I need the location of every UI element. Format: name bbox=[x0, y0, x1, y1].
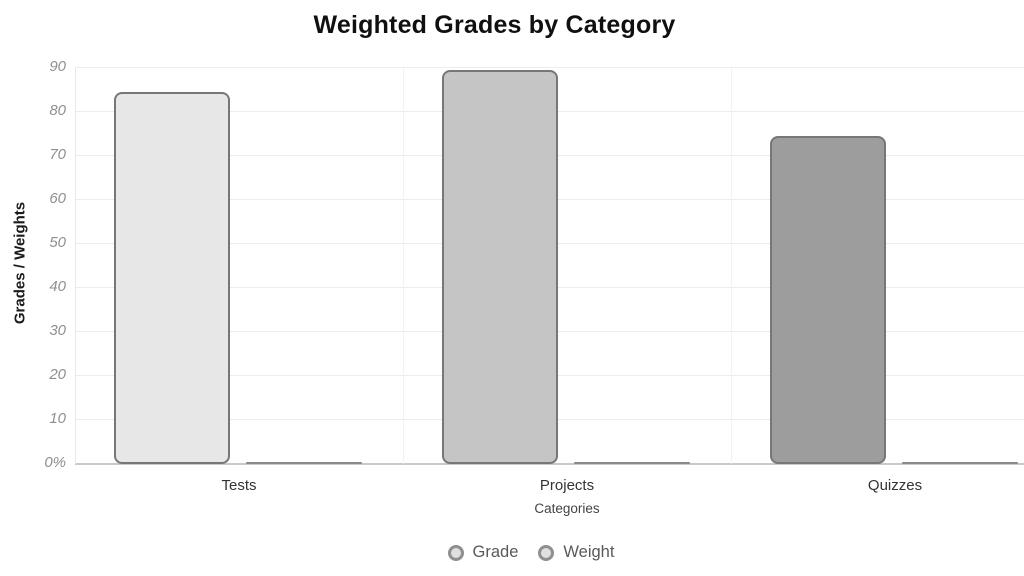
y-tick-label: 80 bbox=[49, 102, 66, 119]
legend-circle-icon bbox=[447, 544, 464, 561]
legend-circle-icon bbox=[538, 544, 555, 561]
weight-bar-projects[interactable] bbox=[574, 462, 690, 464]
x-axis-title: Categories bbox=[534, 501, 600, 516]
category-label-projects: Projects bbox=[539, 477, 595, 494]
weight-bar-tests[interactable] bbox=[246, 462, 362, 464]
legend-item-weight[interactable]: Weight bbox=[538, 543, 614, 562]
plot-area bbox=[75, 67, 1024, 465]
y-tick-label: 20 bbox=[49, 366, 66, 383]
legend-item-label: Weight bbox=[563, 543, 615, 561]
legend-item-label: Grade bbox=[472, 543, 519, 561]
y-tick-label: 0% bbox=[44, 454, 66, 471]
grade-bar-quizzes[interactable] bbox=[770, 136, 886, 464]
chart-title: Weighted Grades by Category bbox=[313, 11, 676, 39]
legend: Grade Weight bbox=[0, 543, 1024, 562]
category-label-quizzes: Quizzes bbox=[867, 477, 923, 494]
y-tick-label: 10 bbox=[49, 410, 66, 427]
y-axis-title: Grades / Weights bbox=[11, 201, 29, 325]
y-axis-line bbox=[75, 68, 76, 464]
y-gridline bbox=[75, 67, 1024, 68]
weight-bar-quizzes[interactable] bbox=[902, 462, 1018, 464]
grade-bar-projects[interactable] bbox=[442, 70, 558, 464]
category-label-tests: Tests bbox=[221, 477, 257, 494]
y-tick-label: 60 bbox=[49, 190, 66, 207]
y-tick-label: 90 bbox=[49, 58, 66, 75]
y-tick-label: 30 bbox=[49, 322, 66, 339]
grade-bar-tests[interactable] bbox=[114, 92, 230, 464]
x-axis-baseline bbox=[75, 463, 1024, 465]
legend-item-grade[interactable]: Grade bbox=[447, 543, 519, 562]
y-tick-label: 70 bbox=[49, 146, 66, 163]
y-tick-label: 50 bbox=[49, 234, 66, 251]
x-gridline bbox=[731, 68, 732, 464]
x-gridline bbox=[403, 68, 404, 464]
y-tick-label: 40 bbox=[49, 278, 66, 295]
